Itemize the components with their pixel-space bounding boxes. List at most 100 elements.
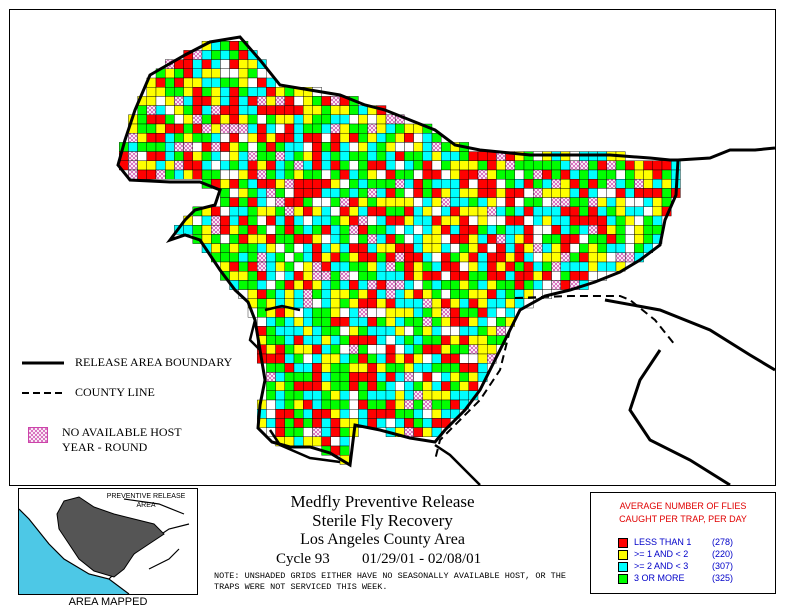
grid-cell bbox=[459, 160, 470, 171]
grid-cell bbox=[404, 280, 414, 290]
grid-cell bbox=[551, 224, 561, 235]
grid-cell bbox=[220, 160, 230, 171]
grid-cell bbox=[395, 381, 405, 392]
grid-cell bbox=[450, 206, 460, 217]
grid-cell bbox=[643, 224, 653, 235]
grid-cell bbox=[385, 289, 396, 300]
grid-cell bbox=[385, 363, 396, 373]
grid-cell bbox=[284, 114, 295, 125]
grid-cell bbox=[413, 188, 424, 198]
grid-cell bbox=[533, 243, 543, 254]
grid-cell bbox=[284, 151, 295, 162]
grid-cell bbox=[330, 409, 341, 419]
grid-cell bbox=[238, 77, 249, 88]
grid-cell bbox=[385, 418, 396, 428]
grid-cell bbox=[569, 271, 580, 281]
grid-cell bbox=[210, 114, 221, 125]
grid-cell bbox=[238, 132, 249, 143]
grid-cell bbox=[220, 86, 230, 97]
grid-cell bbox=[238, 68, 249, 79]
grid-cell bbox=[477, 160, 488, 171]
grid-cell bbox=[385, 142, 396, 152]
grid-cell bbox=[367, 261, 378, 272]
grid-cell bbox=[422, 399, 433, 410]
grid-cell bbox=[256, 215, 267, 226]
grid-cell bbox=[256, 252, 267, 263]
grid-cell bbox=[496, 160, 506, 171]
grid-cell bbox=[367, 381, 378, 392]
grid-cell bbox=[597, 206, 607, 217]
grid-cell bbox=[542, 188, 552, 198]
grid-cell bbox=[275, 188, 286, 198]
grid-cell bbox=[339, 317, 350, 327]
grid-cell bbox=[395, 197, 405, 208]
grid-cell bbox=[293, 427, 304, 438]
grid-cell bbox=[376, 335, 387, 346]
grid-cell bbox=[385, 188, 396, 198]
grid-cell bbox=[459, 344, 470, 355]
grid-cell bbox=[349, 252, 359, 263]
grid-cell bbox=[625, 197, 635, 208]
grid-cell bbox=[128, 151, 138, 162]
grid-cell bbox=[459, 326, 470, 336]
grid-cell bbox=[431, 206, 442, 217]
grid-cell bbox=[192, 215, 203, 226]
grid-cell bbox=[450, 178, 460, 189]
grid-cell bbox=[404, 234, 414, 244]
grid-cell bbox=[395, 335, 405, 346]
legend-item-less-than-1: LESS THAN 1 (278) bbox=[618, 537, 733, 548]
grid-cell bbox=[321, 215, 332, 226]
grid-cell bbox=[275, 206, 286, 217]
grid-cell bbox=[542, 224, 552, 235]
grid-cell bbox=[450, 353, 460, 364]
grid-cell bbox=[349, 280, 359, 290]
grid-cell bbox=[385, 307, 396, 318]
grid-cell bbox=[330, 215, 341, 226]
grid-cell bbox=[275, 151, 286, 162]
grid-cell bbox=[634, 178, 644, 189]
grid-cell bbox=[284, 215, 295, 226]
grid-cell bbox=[183, 169, 194, 180]
grid-cell bbox=[431, 280, 442, 290]
grid-cell bbox=[201, 96, 212, 106]
grid-cell bbox=[284, 123, 295, 134]
grid-cell bbox=[339, 123, 350, 134]
grid-cell bbox=[220, 252, 230, 263]
grid-cell bbox=[441, 399, 451, 410]
grid-cell bbox=[312, 252, 322, 263]
grid-cell bbox=[339, 363, 350, 373]
grid-cell bbox=[349, 317, 359, 327]
grid-cell bbox=[349, 215, 359, 226]
grid-cell bbox=[275, 96, 286, 106]
grid-cell bbox=[210, 169, 221, 180]
grid-cell bbox=[293, 206, 304, 217]
grid-cell bbox=[192, 132, 203, 143]
grid-cell bbox=[303, 335, 313, 346]
grid-cell bbox=[312, 243, 322, 254]
flies-legend-title-line1: AVERAGE NUMBER OF FLIES bbox=[619, 501, 747, 511]
grid-cell bbox=[404, 142, 414, 152]
grid-cell bbox=[579, 188, 589, 198]
grid-cell bbox=[229, 178, 240, 189]
grid-cell bbox=[220, 178, 230, 189]
grid-cell bbox=[450, 280, 460, 290]
grid-cell bbox=[256, 151, 267, 162]
grid-cell bbox=[293, 409, 304, 419]
grid-cell bbox=[597, 197, 607, 208]
grid-cell bbox=[256, 317, 267, 327]
grid-cell bbox=[395, 224, 405, 235]
grid-cells bbox=[118, 41, 681, 465]
grid-cell bbox=[256, 243, 267, 254]
grid-cell bbox=[542, 169, 552, 180]
grid-cell bbox=[247, 59, 258, 69]
grid-cell bbox=[201, 123, 212, 134]
grid-cell bbox=[376, 132, 387, 143]
grid-cell bbox=[542, 215, 552, 226]
grid-cell bbox=[376, 188, 387, 198]
grid-cell bbox=[496, 326, 506, 336]
grid-cell bbox=[330, 298, 341, 309]
grid-cell bbox=[634, 206, 644, 217]
grid-cell bbox=[275, 105, 286, 115]
grid-cell bbox=[413, 160, 424, 171]
grid-cell bbox=[551, 252, 561, 263]
